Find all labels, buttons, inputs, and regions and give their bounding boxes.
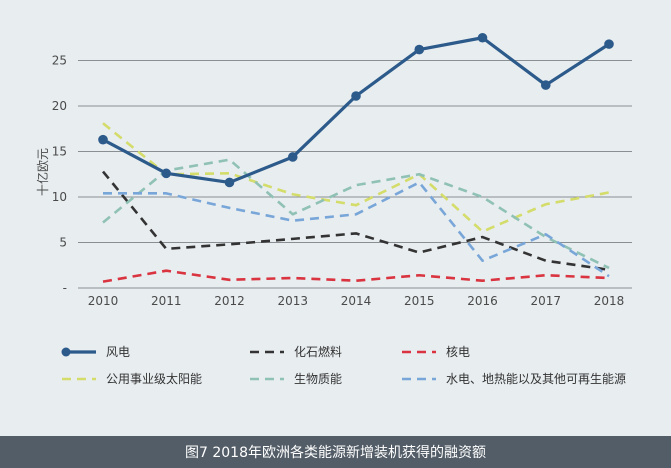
data-point <box>351 91 361 101</box>
y-tick-label: 20 <box>52 99 67 113</box>
series-line <box>102 158 610 270</box>
grid <box>78 60 632 289</box>
series-line <box>102 122 610 233</box>
legend-item: 生物质能 <box>250 372 342 386</box>
x-tick-label: 2011 <box>151 294 182 308</box>
legend-item: 化石燃料 <box>250 344 342 359</box>
data-point <box>604 39 614 49</box>
line-chart: 十亿欧元 - 5 10 15 20 25 2010 2011 2012 2013 2014 2015 2… <box>35 32 632 386</box>
data-point <box>540 80 551 90</box>
series-line <box>103 181 610 278</box>
data-point <box>98 134 108 145</box>
x-tick-label: 2017 <box>530 294 561 308</box>
legend-marker <box>61 347 71 357</box>
y-axis-label: 十亿欧元 <box>35 148 50 196</box>
data-point <box>161 168 172 179</box>
series-line <box>101 170 610 272</box>
y-tick-label: 5 <box>59 236 67 250</box>
data-point <box>224 177 235 188</box>
data-point <box>477 32 488 43</box>
series <box>98 32 614 283</box>
legend-item: 核电 <box>402 345 470 359</box>
x-tick-label: 2015 <box>404 294 435 308</box>
y-tick-label: - <box>63 281 67 295</box>
series-line <box>102 36 610 185</box>
x-tick-label: 2013 <box>277 294 308 308</box>
legend-label: 公用事业级太阳能 <box>106 371 202 386</box>
y-tick-label: 10 <box>52 190 67 204</box>
legend-item: 风电 <box>61 345 130 359</box>
legend-item: 公用事业级太阳能 <box>62 371 202 386</box>
y-tick-label: 15 <box>52 145 67 159</box>
series-line <box>102 269 610 283</box>
x-tick-label: 2010 <box>88 294 119 308</box>
y-tick-label: 25 <box>52 54 67 68</box>
legend-label: 化石燃料 <box>294 344 342 359</box>
x-tick-label: 2018 <box>594 294 625 308</box>
x-tick-label: 2016 <box>467 294 498 308</box>
x-tick-label: 2014 <box>341 294 372 308</box>
data-point <box>414 44 425 55</box>
x-tick-label: 2012 <box>214 294 245 308</box>
axes: 十亿欧元 - 5 10 15 20 25 2010 2011 2012 2013 2014 2015 2… <box>35 54 624 309</box>
data-point <box>287 152 298 162</box>
figure-caption: 图7 2018年欧洲各类能源新增装机获得的融资额 <box>0 436 671 468</box>
legend-label: 核电 <box>446 345 470 359</box>
legend-label: 水电、地热能以及其他可再生能源 <box>446 372 626 386</box>
legend-label: 风电 <box>106 345 130 359</box>
legend-item: 水电、地热能以及其他可再生能源 <box>402 372 626 386</box>
legend-label: 生物质能 <box>294 372 342 386</box>
